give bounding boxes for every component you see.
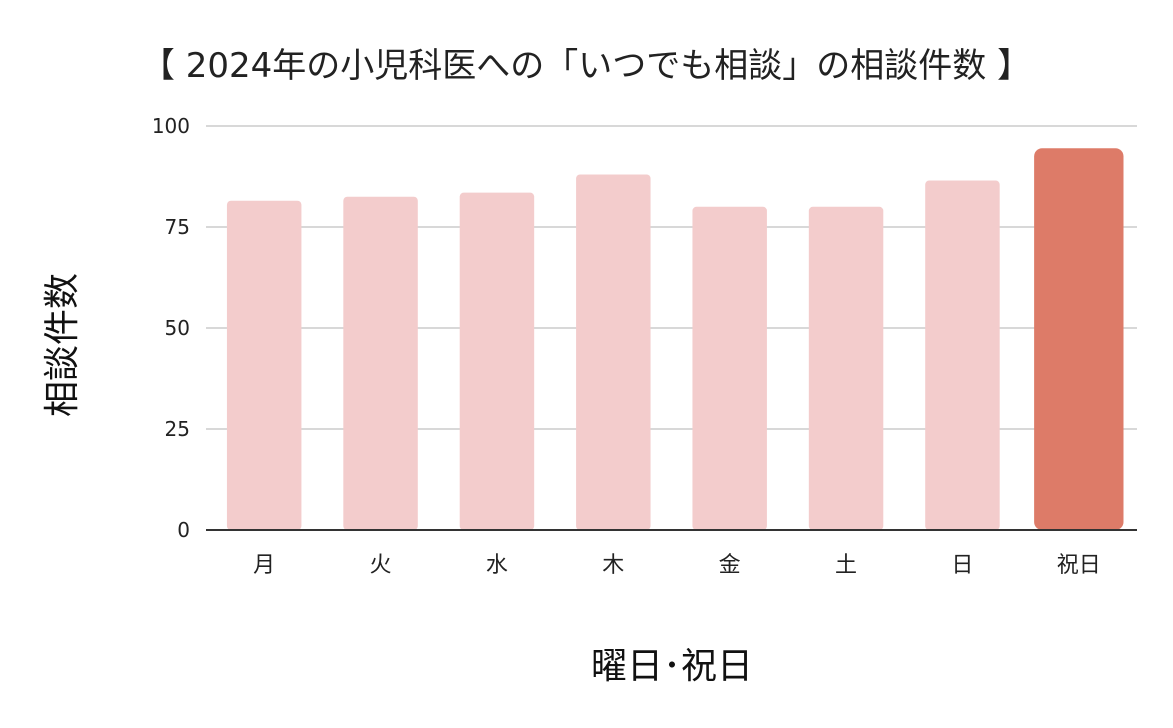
bar-4 [576,174,651,531]
x-category-label: 火 [370,553,392,578]
bars [226,148,1124,531]
y-tick-label: 75 [165,215,190,239]
bar-5 [692,206,767,531]
bar-3 [459,192,535,530]
x-category-label: 水 [486,553,508,578]
bar-6 [808,206,884,531]
x-category-label: 土 [835,553,857,578]
chart-title: 【 2024年の小児科医への「いつでも相談」の相談件数 】 [141,46,1031,86]
y-tick-label: 25 [165,417,190,441]
bar-2 [343,196,418,530]
y-tick-label: 100 [152,114,190,138]
x-category-label: 月 [253,553,275,578]
y-tick-label: 50 [165,316,190,340]
x-category-label: 日 [951,553,973,578]
y-axis-ticks: 0 25 50 75 100 [152,114,190,542]
y-tick-label: 0 [177,518,190,542]
x-category-label: 祝日 [1057,553,1101,578]
x-axis-categories: 月 火 水 木 金 土 日 祝日 [253,553,1101,578]
x-axis-title: 曜日･祝日 [591,646,753,687]
bar-1 [226,200,302,531]
bar-7 [925,180,1000,531]
x-category-label: 木 [602,553,624,578]
y-axis-title: 相談件数 [42,273,83,417]
x-category-label: 金 [719,553,741,578]
bar-8 [1034,148,1124,530]
